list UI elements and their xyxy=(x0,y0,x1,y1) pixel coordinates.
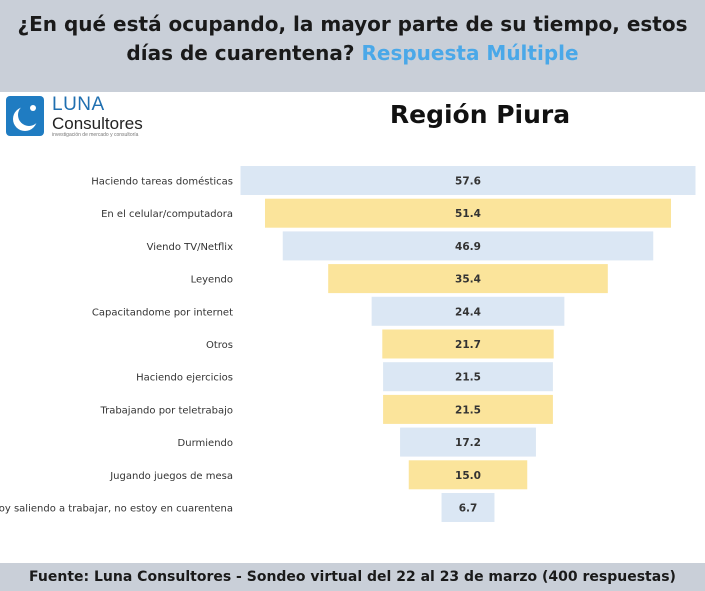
chart-title: Región Piura xyxy=(389,100,571,129)
bar-9 xyxy=(408,460,528,490)
footer-source: Fuente: Luna Consultores - Sondeo virtua… xyxy=(0,563,705,591)
category-label-10: Estoy saliendo a trabajar, no estoy en c… xyxy=(0,504,233,515)
bar-8 xyxy=(400,427,536,457)
category-label-8: Durmiendo xyxy=(178,438,233,449)
logo-name-line2: Consultores xyxy=(52,114,143,133)
bar-0 xyxy=(240,166,696,195)
category-label-0: Haciendo tareas domésticas xyxy=(91,176,233,188)
value-label-5: 21.7 xyxy=(455,339,481,351)
category-label-6: Haciendo ejercicios xyxy=(136,373,233,384)
category-label-3: Leyendo xyxy=(191,275,233,286)
bar-5 xyxy=(382,329,554,359)
funnel-chart: 57.6 Haciendo tareas domésticas 51.4 En el … xyxy=(0,166,696,522)
logo-name-line1: LUNA xyxy=(52,94,105,115)
value-label-2: 46.9 xyxy=(455,241,481,253)
luna-logo-icon xyxy=(6,96,44,136)
value-label-9: 15.0 xyxy=(455,470,481,482)
header-question: ¿En qué está ocupando, la mayor parte de… xyxy=(17,12,688,65)
bar-1 xyxy=(264,198,672,228)
header-banner: ¿En qué está ocupando, la mayor parte de… xyxy=(0,0,705,92)
category-label-1: En el celular/computadora xyxy=(101,209,233,220)
bar-6 xyxy=(383,362,553,392)
category-label-5: Otros xyxy=(206,340,233,351)
value-label-4: 24.4 xyxy=(455,306,481,318)
value-label-10: 6.7 xyxy=(459,503,478,515)
value-label-6: 21.5 xyxy=(455,372,481,384)
category-label-9: Jugando juegos de mesa xyxy=(109,471,233,482)
bar-10 xyxy=(441,493,495,522)
luna-logo: LUNA Consultores investigación de mercad… xyxy=(6,94,156,140)
category-label-7: Trabajando por teletrabajo xyxy=(99,405,233,416)
header-highlight: Respuesta Múltiple xyxy=(361,41,579,65)
logo-tagline: investigación de mercado y consultoría xyxy=(52,132,139,138)
value-label-8: 17.2 xyxy=(455,437,481,449)
value-label-1: 51.4 xyxy=(455,208,481,220)
bar-2 xyxy=(282,231,654,261)
category-label-4: Capacitandome por internet xyxy=(92,307,233,318)
category-label-2: Viendo TV/Netflix xyxy=(147,242,233,253)
bar-7 xyxy=(383,394,553,424)
bar-4 xyxy=(371,296,565,326)
value-label-3: 35.4 xyxy=(455,274,481,286)
value-label-7: 21.5 xyxy=(455,404,481,416)
bar-3 xyxy=(328,264,608,294)
value-label-0: 57.6 xyxy=(455,176,481,188)
